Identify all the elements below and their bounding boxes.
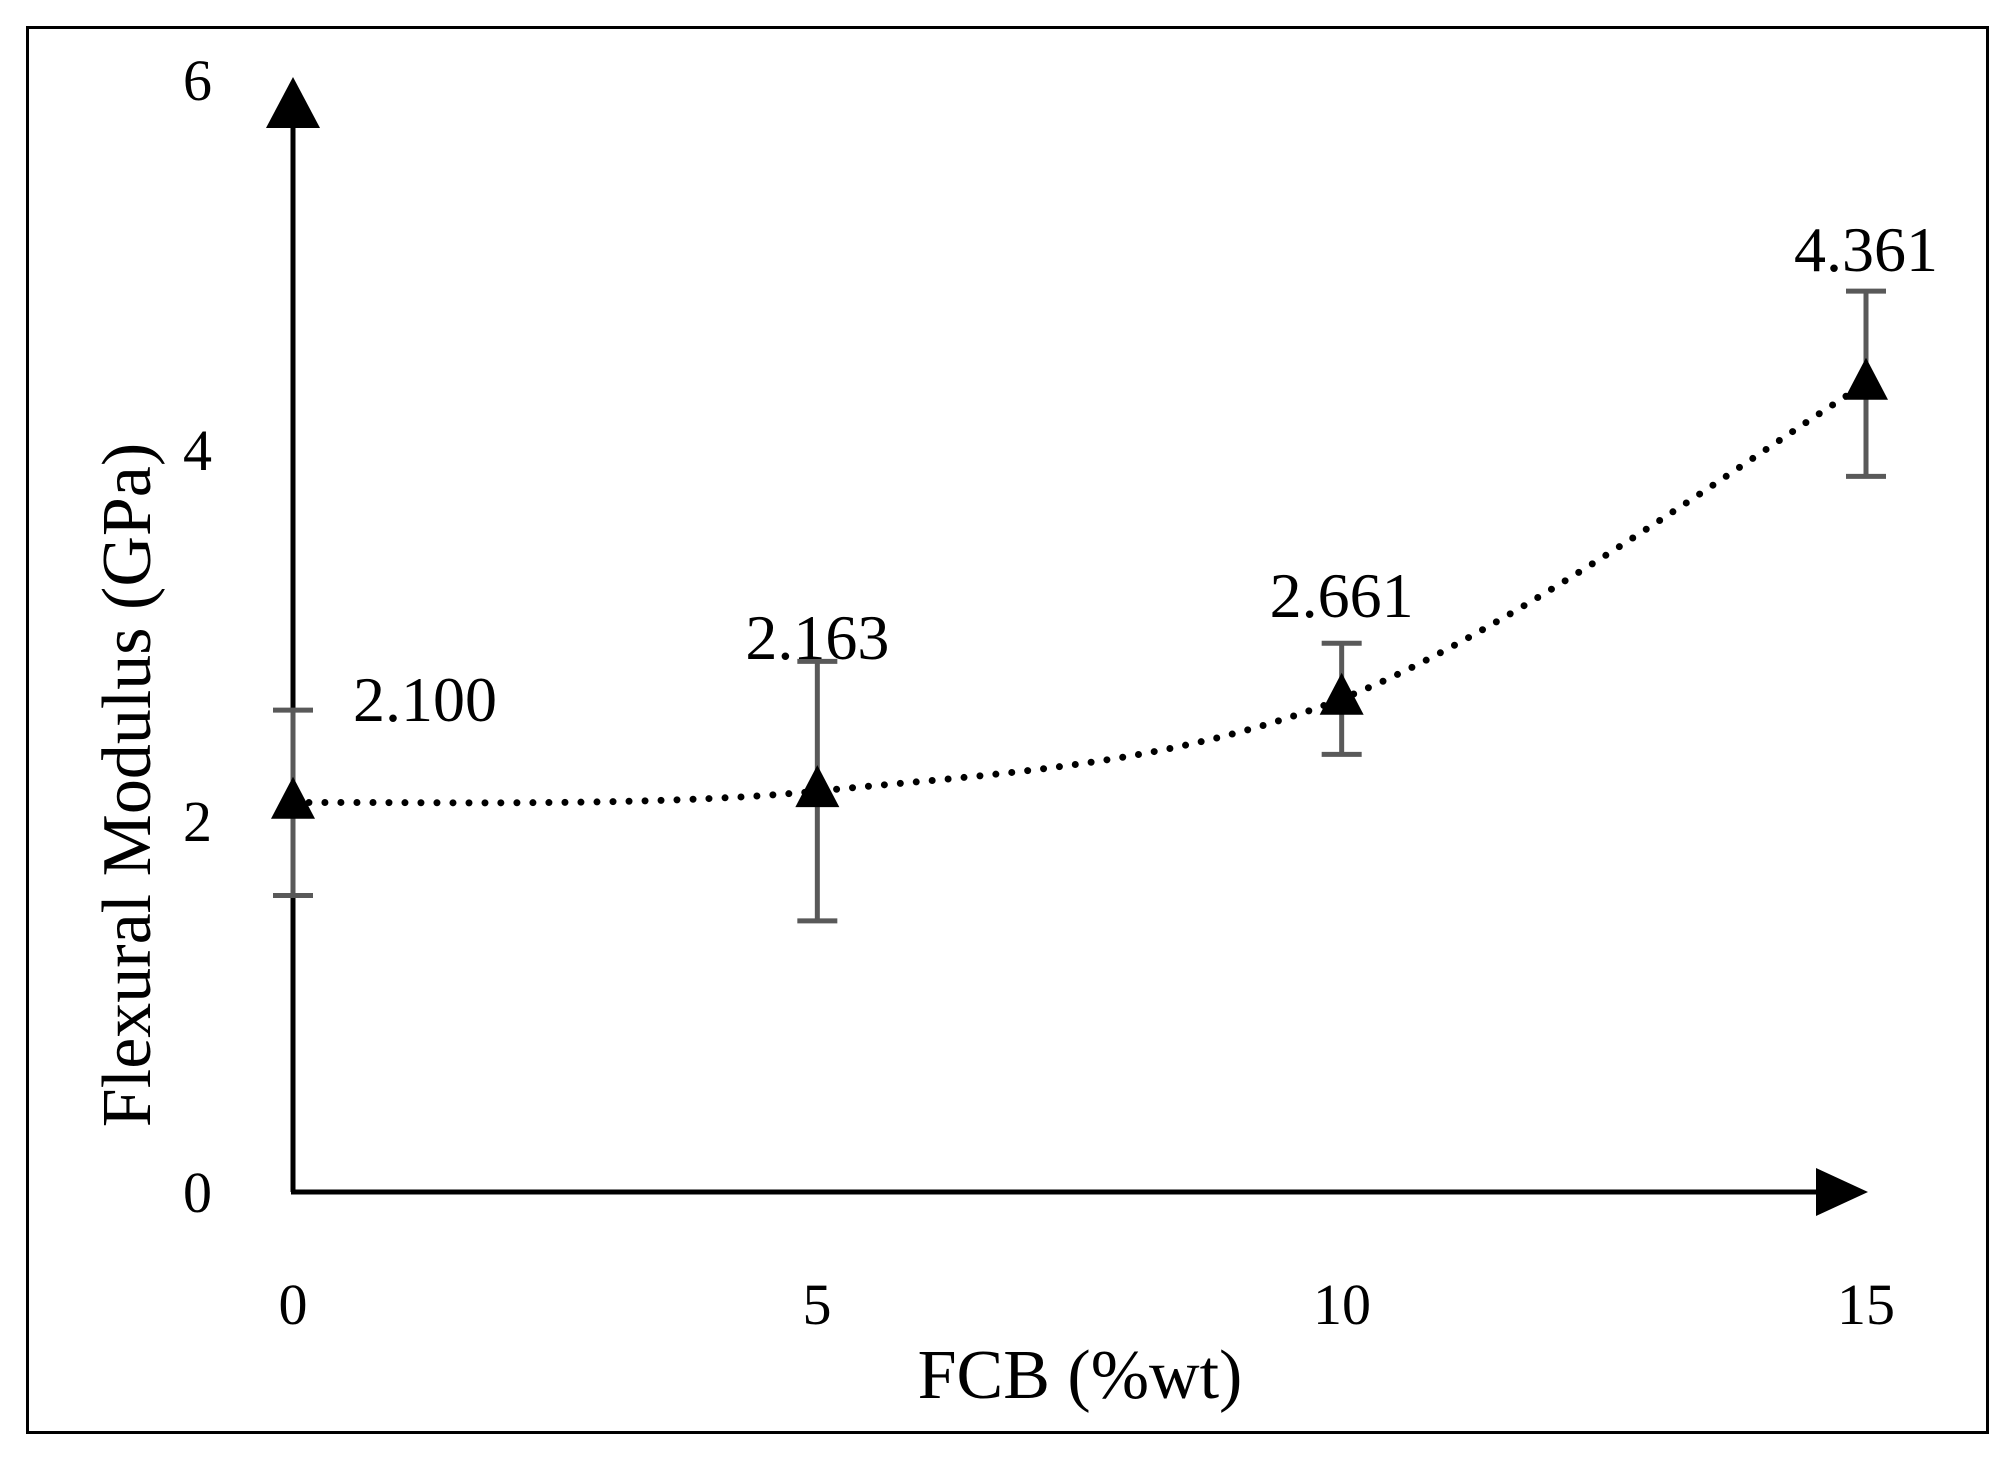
data-point-marker xyxy=(795,765,840,808)
series-line xyxy=(289,380,1870,807)
y-axis-arrowhead xyxy=(266,77,320,128)
y-axis-title: Flexural Modulus (GPa) xyxy=(89,443,166,1127)
chart-frame xyxy=(26,26,1989,1434)
data-label: 2.100 xyxy=(353,664,497,735)
x-axis-arrowhead xyxy=(1816,1168,1868,1216)
x-tick-label: 0 xyxy=(279,1272,308,1337)
data-point-marker xyxy=(1319,672,1364,715)
x-tick-label: 5 xyxy=(803,1272,832,1337)
x-tick-label: 10 xyxy=(1313,1272,1371,1337)
markers xyxy=(271,357,1888,819)
data-label: 2.661 xyxy=(1270,560,1414,631)
data-labels: 2.100 2.163 2.661 4.361 xyxy=(353,214,1938,735)
data-label: 2.163 xyxy=(745,602,889,673)
data-point-marker xyxy=(271,776,315,819)
data-point-marker xyxy=(1844,357,1888,400)
y-tick-label: 2 xyxy=(183,789,212,854)
x-axis-title: FCB (%wt) xyxy=(918,1337,1243,1414)
error-bars xyxy=(273,288,1886,924)
y-tick-label: 4 xyxy=(183,418,212,483)
data-label: 4.361 xyxy=(1794,214,1938,285)
y-tick-label: 0 xyxy=(183,1160,212,1225)
x-tick-label: 15 xyxy=(1837,1272,1895,1337)
y-tick-label: 6 xyxy=(183,48,212,113)
